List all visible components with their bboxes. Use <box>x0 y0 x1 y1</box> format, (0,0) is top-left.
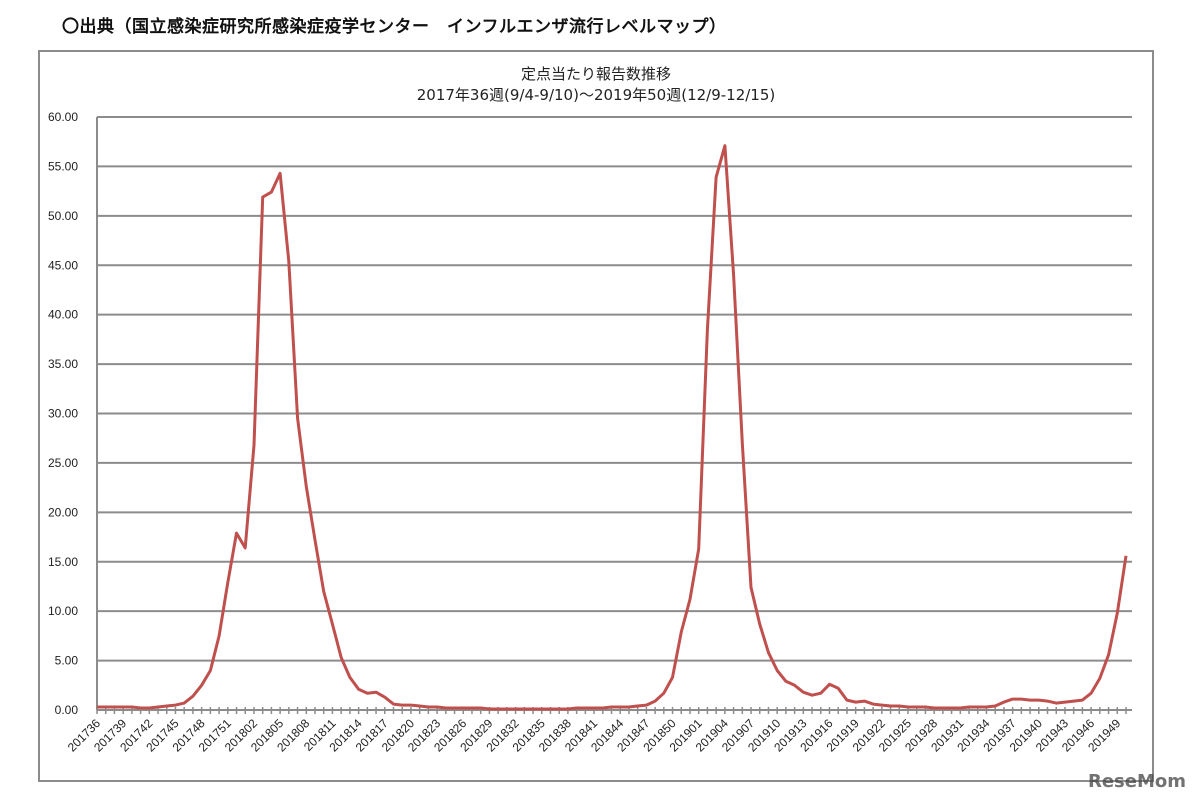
y-tick-label: 15.00 <box>48 555 78 569</box>
y-tick-label: 40.00 <box>48 308 78 322</box>
y-tick-label: 30.00 <box>48 407 78 421</box>
chart-subtitle: 2017年36週(9/4-9/10)～2019年50週(12/9-12/15) <box>417 86 776 104</box>
chart-title: 定点当たり報告数推移 <box>521 65 671 83</box>
chart-frame <box>38 50 1154 782</box>
y-tick-label: 20.00 <box>48 505 78 519</box>
series-line <box>97 144 1128 711</box>
y-tick-label: 25.00 <box>48 456 78 470</box>
y-tick-label: 0.00 <box>55 703 79 717</box>
y-tick-label: 10.00 <box>48 604 78 618</box>
source-caption: 〇出典（国立感染症研究所感染症疫学センター インフルエンザ流行レベルマップ） <box>62 17 727 37</box>
y-tick-label: 45.00 <box>48 258 78 272</box>
y-tick-label: 5.00 <box>55 654 79 668</box>
y-tick-label: 55.00 <box>48 159 78 173</box>
y-tick-label: 60.00 <box>48 110 78 124</box>
y-tick-label: 50.00 <box>48 209 78 223</box>
resemom-logo: ReseMom <box>1087 771 1186 792</box>
y-tick-label: 35.00 <box>48 357 78 371</box>
